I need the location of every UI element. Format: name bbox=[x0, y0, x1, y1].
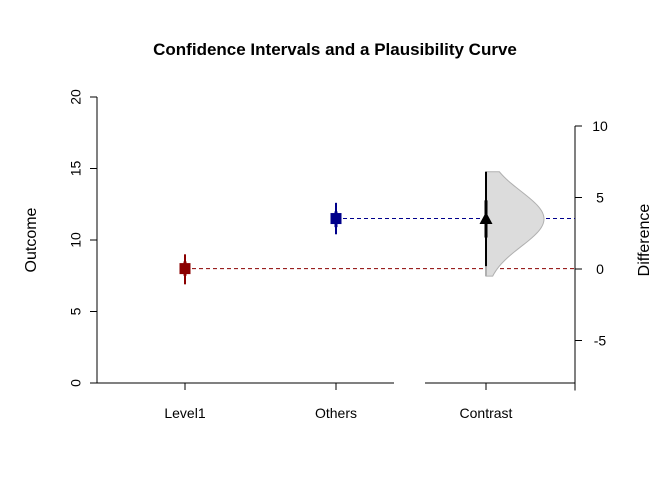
chart-title: Confidence Intervals and a Plausibility … bbox=[153, 40, 517, 59]
contrast-estimate-marker bbox=[479, 211, 493, 224]
right-y-axis: -5 0 5 10 bbox=[574, 118, 608, 391]
right-y-axis-label: Difference bbox=[636, 204, 653, 277]
left-tick-label: 0 bbox=[68, 379, 84, 387]
plot-area bbox=[179, 171, 575, 285]
left-tick-label: 10 bbox=[68, 232, 84, 248]
right-tick-label: -5 bbox=[594, 333, 607, 349]
others-estimate-marker bbox=[330, 213, 342, 225]
level1-estimate-marker bbox=[179, 263, 191, 275]
x-tick-label-contrast: Contrast bbox=[460, 405, 513, 421]
x-tick-label-level1: Level1 bbox=[164, 405, 205, 421]
x-axis: Level1 Others Contrast bbox=[97, 382, 575, 421]
left-y-axis-label: Outcome bbox=[23, 207, 40, 272]
right-tick-label: 0 bbox=[596, 261, 604, 277]
right-tick-label: 5 bbox=[596, 190, 604, 206]
plausibility-curve bbox=[485, 171, 545, 277]
x-tick-label-others: Others bbox=[315, 405, 357, 421]
left-tick-label: 15 bbox=[68, 161, 84, 177]
right-tick-label: 10 bbox=[592, 118, 608, 134]
left-tick-label: 5 bbox=[68, 307, 84, 315]
left-y-axis: 0 5 10 15 20 bbox=[68, 89, 98, 387]
left-tick-label: 20 bbox=[68, 89, 84, 105]
